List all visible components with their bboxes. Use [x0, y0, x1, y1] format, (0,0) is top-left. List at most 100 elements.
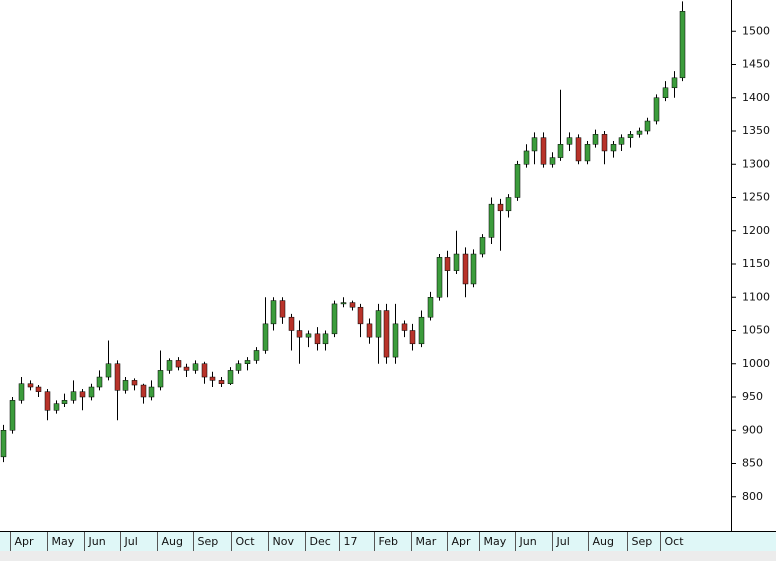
candle-body — [131, 380, 138, 386]
candle-body — [523, 150, 530, 165]
candle-body — [575, 137, 582, 162]
candle-body — [201, 363, 208, 378]
candle-body — [270, 300, 277, 325]
candle-body — [470, 253, 477, 285]
candle-body — [366, 323, 373, 338]
candle-body — [53, 403, 60, 411]
x-tick-label: Sep — [198, 535, 219, 548]
candle-body — [531, 137, 538, 152]
candle-body — [679, 11, 686, 79]
candle-body — [627, 134, 634, 138]
candle-body — [644, 120, 651, 132]
candle-body — [514, 164, 521, 198]
x-tick-label: Oct — [236, 535, 256, 548]
x-tick-label: Dec — [310, 535, 331, 548]
candle-body — [105, 363, 112, 378]
x-tick-label: Apr — [15, 535, 35, 548]
candle-body — [584, 144, 591, 162]
y-tick-label: 900 — [742, 423, 763, 436]
candle-body — [114, 363, 121, 391]
candle-body — [9, 400, 16, 431]
candle-body — [183, 366, 190, 371]
y-tick-label: 1000 — [742, 357, 770, 370]
y-tick-label: 850 — [742, 457, 763, 470]
candle-body — [349, 302, 356, 308]
x-tick-label: Apr — [452, 535, 472, 548]
candle-body — [27, 383, 34, 388]
y-tick-label: 1200 — [742, 224, 770, 237]
x-tick-label: Jul — [124, 535, 138, 548]
candle-body — [305, 333, 312, 338]
candle-body — [601, 134, 608, 152]
candle-body — [418, 316, 425, 345]
x-tick-label: Aug — [593, 535, 614, 548]
candle-body — [610, 144, 617, 152]
candle-body — [253, 350, 260, 361]
x-tick-label: 17 — [344, 535, 358, 548]
candle-body — [235, 363, 242, 371]
candle-body — [35, 386, 42, 392]
candle-body — [462, 253, 469, 285]
candle-body — [592, 134, 599, 145]
candle-body — [375, 310, 382, 338]
x-tick-label: Mar — [416, 535, 437, 548]
candle-body — [566, 137, 573, 145]
candle-body — [79, 391, 86, 398]
y-tick-label: 1150 — [742, 257, 770, 270]
candle-body — [479, 237, 486, 255]
candle-body — [662, 87, 669, 99]
candle-body — [331, 303, 338, 335]
y-tick-label: 1050 — [742, 324, 770, 337]
candle-body — [314, 333, 321, 345]
y-tick-label: 950 — [742, 390, 763, 403]
candle-body — [383, 310, 390, 358]
candle-body — [122, 380, 129, 391]
candle-body — [444, 257, 451, 271]
candle-body — [653, 97, 660, 122]
candle-body — [392, 323, 399, 358]
y-tick-label: 1400 — [742, 91, 770, 104]
footer-strip — [0, 551, 776, 561]
candle-body — [44, 391, 51, 411]
candle-body — [148, 386, 155, 398]
x-tick-label: Jun — [88, 535, 106, 548]
y-tick-label: 1450 — [742, 58, 770, 71]
candle-body — [96, 376, 103, 388]
candle-body — [636, 130, 643, 135]
candle-body — [618, 137, 625, 145]
y-tick-label: 1300 — [742, 157, 770, 170]
candle-body — [61, 400, 68, 404]
candle-body — [244, 360, 251, 365]
candle-body — [192, 363, 199, 371]
x-tick-label: May — [52, 535, 75, 548]
x-tick-label: Nov — [273, 535, 295, 548]
candle-body — [357, 306, 364, 325]
candle-body — [262, 323, 269, 351]
candle-body — [166, 360, 173, 371]
candle-body — [322, 333, 329, 345]
x-tick-label: Jul — [556, 535, 570, 548]
candle-body — [401, 323, 408, 331]
candle-body — [279, 300, 286, 318]
candle-body — [0, 430, 7, 458]
candle-body — [427, 297, 434, 318]
candle-body — [296, 330, 303, 338]
x-tick-label: Sep — [632, 535, 653, 548]
candle-body — [218, 380, 225, 384]
candle-body — [409, 330, 416, 345]
candle-body — [70, 391, 77, 401]
y-tick-label: 1100 — [742, 290, 770, 303]
candle-body — [505, 197, 512, 212]
candle-body — [549, 157, 556, 165]
candle-body — [497, 203, 504, 212]
candle-body — [18, 383, 25, 401]
candle-body — [157, 370, 164, 388]
candle-body — [540, 137, 547, 165]
candle-body — [209, 376, 216, 381]
y-tick-label: 1350 — [742, 124, 770, 137]
x-tick-label: Jun — [519, 535, 537, 548]
candle-body — [436, 257, 443, 298]
candle-body — [288, 316, 295, 331]
candle-body — [488, 203, 495, 238]
